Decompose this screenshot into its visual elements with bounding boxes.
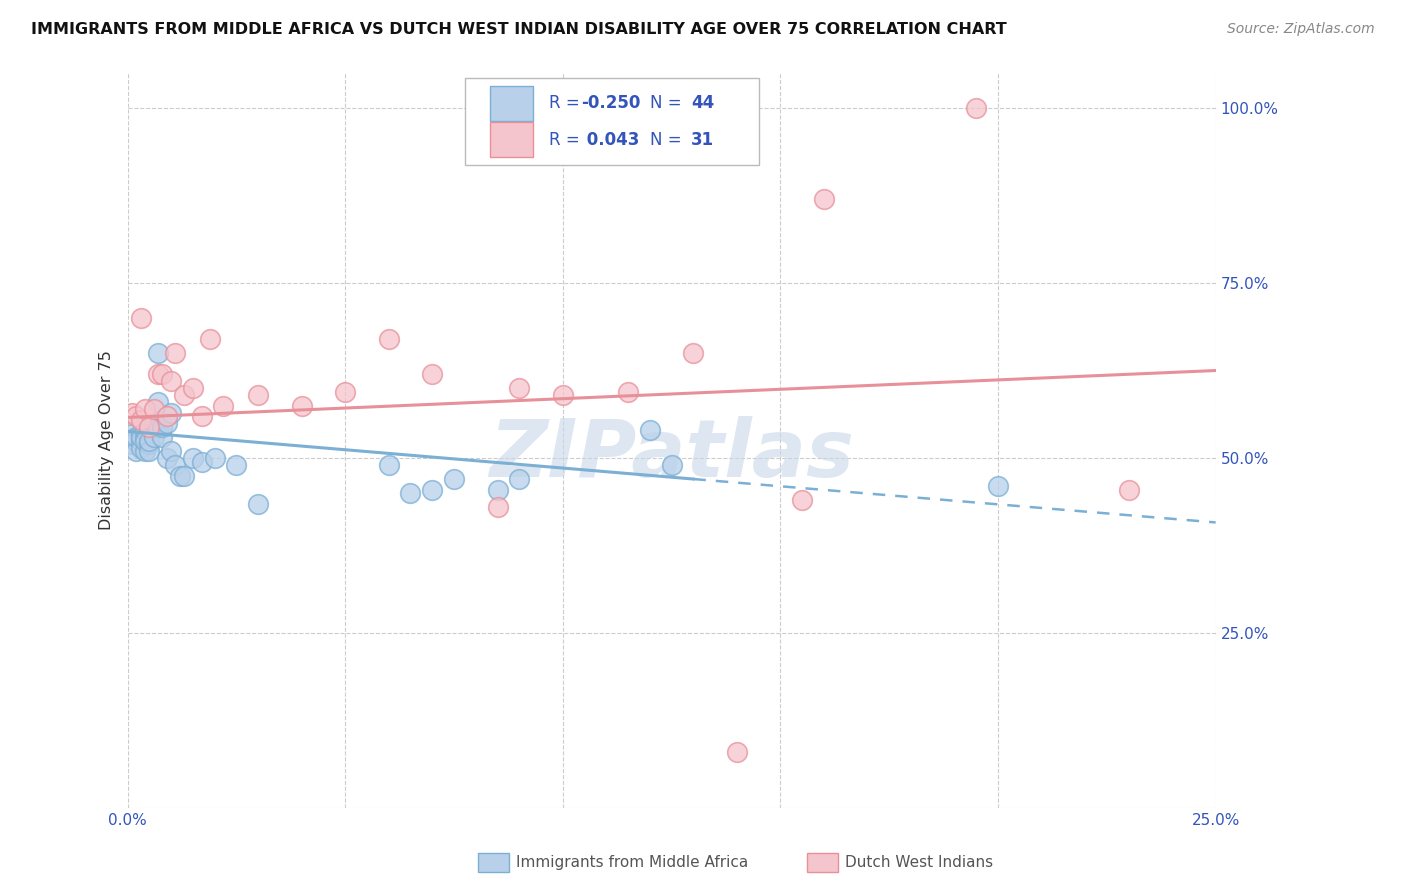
FancyBboxPatch shape — [489, 86, 533, 121]
Point — [146, 395, 169, 409]
Point — [682, 346, 704, 360]
Point — [486, 500, 509, 514]
Point — [125, 444, 148, 458]
Point — [181, 381, 204, 395]
Point — [160, 444, 183, 458]
Point — [156, 450, 179, 465]
Point — [138, 444, 160, 458]
Point — [508, 472, 530, 486]
FancyBboxPatch shape — [489, 122, 533, 157]
Point — [129, 430, 152, 444]
FancyBboxPatch shape — [465, 78, 759, 165]
Point — [134, 444, 156, 458]
Point — [129, 434, 152, 448]
Point — [121, 437, 143, 451]
Point — [486, 483, 509, 497]
Text: Immigrants from Middle Africa: Immigrants from Middle Africa — [516, 855, 748, 870]
Text: R =: R = — [548, 95, 585, 112]
Point — [146, 346, 169, 360]
Point — [156, 416, 179, 430]
Text: ZIPatlas: ZIPatlas — [489, 417, 853, 494]
Point — [150, 430, 173, 444]
Point — [125, 409, 148, 423]
Text: R =: R = — [548, 131, 585, 149]
Text: N =: N = — [650, 131, 686, 149]
Point — [173, 388, 195, 402]
Point — [661, 458, 683, 472]
Point — [125, 430, 148, 444]
Point — [125, 434, 148, 448]
Point — [377, 458, 399, 472]
Point — [156, 409, 179, 423]
Point — [987, 479, 1010, 493]
Point — [247, 388, 270, 402]
Point — [142, 430, 165, 444]
Point — [138, 434, 160, 448]
Point — [200, 332, 222, 346]
Point — [142, 402, 165, 417]
Text: N =: N = — [650, 95, 686, 112]
Text: 0.043: 0.043 — [581, 131, 640, 149]
Point — [129, 441, 152, 455]
Point — [142, 416, 165, 430]
Point — [181, 450, 204, 465]
Point — [138, 437, 160, 451]
Text: IMMIGRANTS FROM MIDDLE AFRICA VS DUTCH WEST INDIAN DISABILITY AGE OVER 75 CORREL: IMMIGRANTS FROM MIDDLE AFRICA VS DUTCH W… — [31, 22, 1007, 37]
Text: 44: 44 — [692, 95, 714, 112]
Point — [160, 374, 183, 388]
Point — [335, 384, 357, 399]
Point — [190, 454, 212, 468]
Point — [443, 472, 465, 486]
Y-axis label: Disability Age Over 75: Disability Age Over 75 — [100, 351, 114, 531]
Point — [160, 405, 183, 419]
Point — [420, 483, 443, 497]
Point — [399, 486, 422, 500]
Point — [377, 332, 399, 346]
Point — [138, 419, 160, 434]
Point — [146, 367, 169, 381]
Point — [617, 384, 640, 399]
Text: Source: ZipAtlas.com: Source: ZipAtlas.com — [1227, 22, 1375, 37]
Point — [173, 468, 195, 483]
Point — [225, 458, 247, 472]
Point — [508, 381, 530, 395]
Point — [792, 493, 814, 508]
Point — [121, 405, 143, 419]
Point — [121, 426, 143, 441]
Text: -0.250: -0.250 — [581, 95, 641, 112]
Point — [725, 745, 748, 759]
Point — [134, 423, 156, 437]
Point — [247, 497, 270, 511]
Point — [291, 399, 314, 413]
Point — [129, 426, 152, 441]
Point — [150, 419, 173, 434]
Point — [134, 430, 156, 444]
Point — [165, 458, 187, 472]
Point — [965, 101, 987, 115]
Point — [150, 367, 173, 381]
Point — [813, 192, 835, 206]
Point — [134, 434, 156, 448]
Point — [420, 367, 443, 381]
Point — [638, 423, 661, 437]
Point — [134, 402, 156, 417]
Text: 31: 31 — [692, 131, 714, 149]
Point — [204, 450, 226, 465]
Point — [129, 412, 152, 426]
Point — [129, 311, 152, 326]
Point — [551, 388, 574, 402]
Point — [1118, 483, 1140, 497]
Text: Dutch West Indians: Dutch West Indians — [845, 855, 993, 870]
Point — [165, 346, 187, 360]
Point — [190, 409, 212, 423]
Point — [212, 399, 235, 413]
Point — [146, 419, 169, 434]
Point — [169, 468, 191, 483]
